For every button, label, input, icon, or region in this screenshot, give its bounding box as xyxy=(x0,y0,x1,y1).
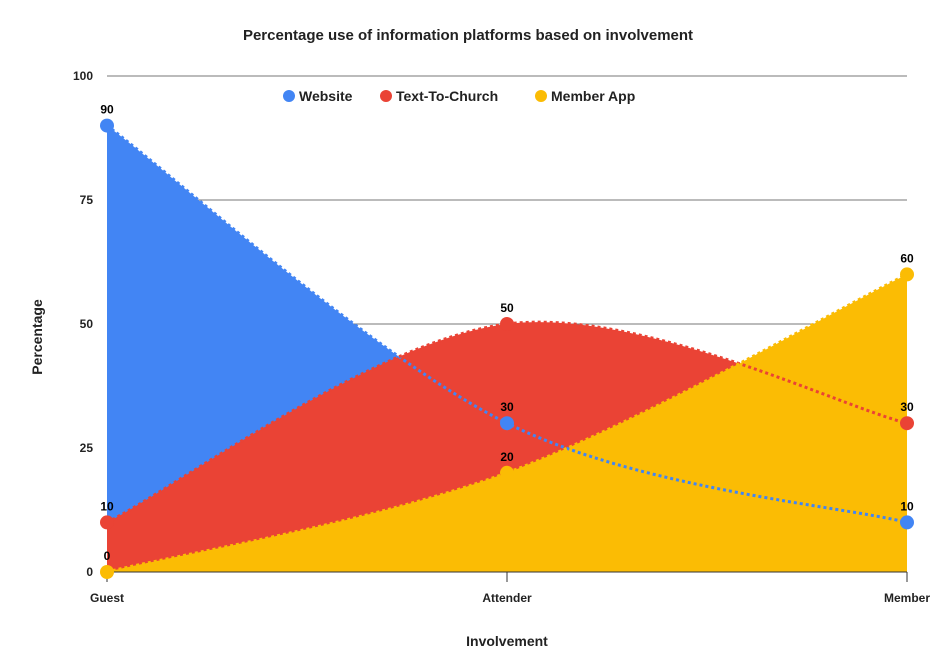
x-tick-label: Member xyxy=(884,591,930,605)
data-labels: 90 30 10 10 50 30 0 20 60 xyxy=(100,103,914,579)
data-label: 10 xyxy=(900,499,914,513)
series-line-2 xyxy=(106,273,908,574)
data-point xyxy=(500,317,514,331)
data-label: 30 xyxy=(900,400,914,414)
area-2 xyxy=(107,274,907,572)
data-point xyxy=(100,118,114,133)
y-tick-label: 50 xyxy=(80,317,94,331)
legend-marker xyxy=(283,90,295,102)
data-point xyxy=(100,515,114,530)
chart-title: Percentage use of information platforms … xyxy=(243,27,693,44)
y-tick-label: 75 xyxy=(80,193,94,207)
legend-item: Text-To-Church xyxy=(380,88,498,104)
y-tick-label: 100 xyxy=(73,69,93,83)
data-label: 90 xyxy=(100,103,114,117)
data-point xyxy=(100,565,114,579)
data-point xyxy=(500,416,514,431)
legend-label: Website xyxy=(299,88,353,104)
x-tick-label: Attender xyxy=(482,591,532,605)
data-label: 10 xyxy=(100,499,114,513)
axes: Guest Attender Member xyxy=(90,571,930,605)
data-label: 50 xyxy=(500,301,514,315)
data-point xyxy=(900,515,914,530)
legend: Website Text-To-Church Member App xyxy=(283,88,635,104)
x-axis-title: Involvement xyxy=(466,633,548,649)
x-tick-label: Guest xyxy=(90,591,124,605)
data-label: 60 xyxy=(900,251,914,265)
y-axis-title: Percentage xyxy=(29,299,45,375)
data-label: 30 xyxy=(500,400,514,414)
series-line-1 xyxy=(106,320,908,524)
plot-area xyxy=(106,124,908,574)
legend-label: Member App xyxy=(551,88,635,104)
legend-marker xyxy=(380,90,392,102)
legend-item: Website xyxy=(283,88,353,104)
data-point xyxy=(900,416,914,431)
data-label: 0 xyxy=(104,549,111,563)
legend-marker xyxy=(535,90,547,102)
legend-label: Text-To-Church xyxy=(396,88,498,104)
legend-item: Member App xyxy=(535,88,635,104)
y-tick-label: 0 xyxy=(86,565,93,579)
data-point xyxy=(500,465,514,480)
y-tick-label: 25 xyxy=(80,441,94,455)
data-label: 20 xyxy=(500,450,514,464)
data-point xyxy=(900,267,914,282)
